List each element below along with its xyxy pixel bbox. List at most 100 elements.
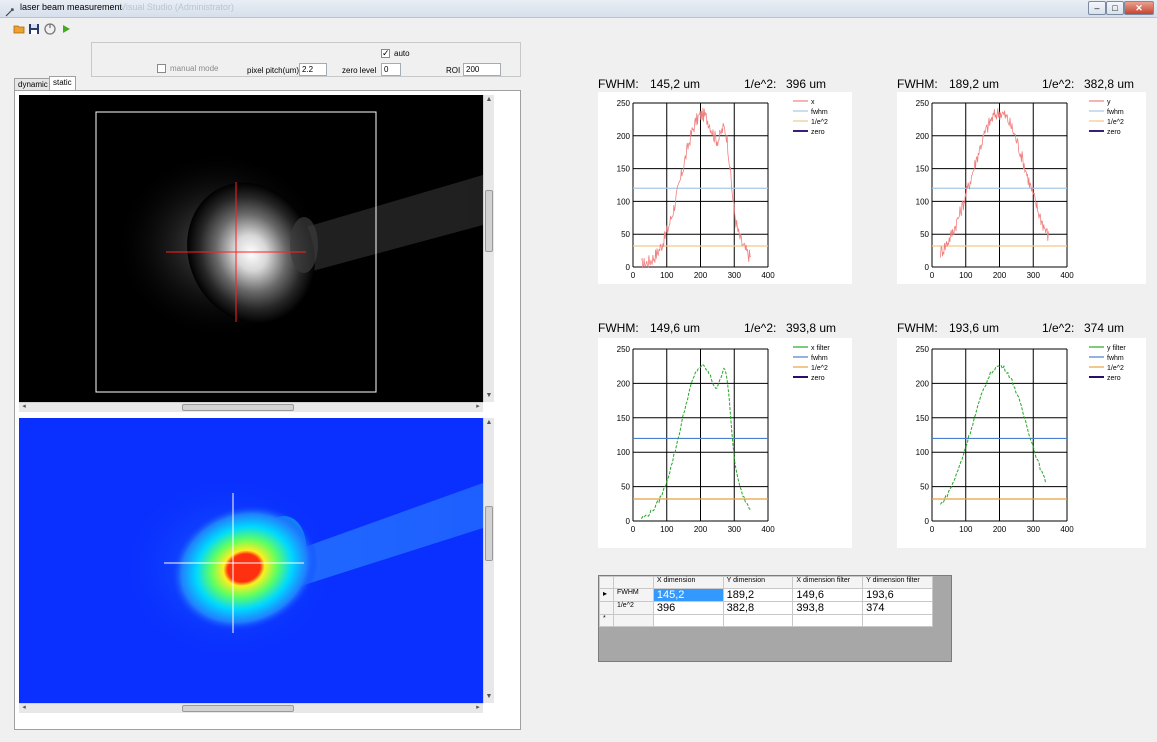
table-cell[interactable]: 193,6 — [862, 588, 933, 602]
x-tick-label: 400 — [1060, 525, 1074, 534]
y-tick-label: 150 — [617, 165, 631, 174]
y-tick-label: 0 — [626, 517, 631, 526]
table-cell[interactable]: 374 — [862, 601, 933, 615]
minimize-button[interactable]: – — [1088, 1, 1106, 15]
table-row: ▸ FWHM 145,2 189,2 149,6 193,6 — [599, 588, 933, 602]
pixel-pitch-field[interactable]: 2.2 — [299, 63, 327, 76]
fwhm-y-filter-label: FWHM: — [897, 321, 938, 335]
horizontal-scrollbar-top[interactable]: ◂ ▸ — [19, 402, 483, 412]
y-tick-label: 100 — [617, 197, 631, 206]
toolbar — [0, 19, 1157, 37]
fwhm-x-filter-label: FWHM: — [598, 321, 639, 335]
title-bar: laser beam measurement Visual Studio (Ad… — [0, 0, 1157, 18]
corner-cell — [599, 576, 614, 589]
stop-icon[interactable] — [44, 22, 57, 35]
y-tick-label: 50 — [621, 483, 630, 492]
x-tick-label: 400 — [1060, 271, 1074, 280]
manual-mode-label: manual mode — [170, 64, 219, 73]
column-header[interactable]: Y dimension — [722, 576, 794, 589]
roi-field[interactable]: 200 — [463, 63, 501, 76]
play-icon[interactable] — [60, 22, 73, 34]
y-tick-label: 50 — [920, 230, 929, 239]
window-title: laser beam measurement — [20, 2, 123, 12]
y-tick-label: 200 — [617, 379, 631, 388]
profile-series-line — [939, 364, 1047, 505]
y-tick-label: 100 — [916, 448, 930, 457]
x-tick-label: 200 — [993, 271, 1007, 280]
x-tick-label: 100 — [959, 525, 973, 534]
vertical-scrollbar-top[interactable]: ▲ ▼ — [483, 95, 494, 402]
vertical-scrollbar-bottom[interactable]: ▲ ▼ — [483, 418, 494, 703]
column-header[interactable]: Y dimension filter — [862, 576, 933, 589]
auto-checkbox[interactable]: ✓ — [381, 48, 390, 58]
new-row[interactable]: * — [599, 614, 933, 627]
chart-svg: 0 100 200 300 400 0 50 100 150 200 250 x fwhm 1/e^2 ze… — [617, 99, 828, 280]
maximize-button[interactable]: □ — [1106, 1, 1124, 15]
legend-label: zero — [1107, 375, 1121, 382]
y-tick-label: 50 — [621, 230, 630, 239]
e2-x-filter-value: 393,8 um — [786, 321, 837, 335]
table-cell[interactable]: 382,8 — [722, 601, 794, 615]
y-tick-label: 250 — [916, 99, 930, 108]
table-cell[interactable]: 189,2 — [722, 588, 794, 602]
profile-series-line — [640, 363, 751, 519]
y-tick-label: 100 — [617, 448, 631, 457]
y-filter-profile-chart: 0 100 200 300 400 0 50 100 150 200 250 y filter fwhm… — [897, 338, 1146, 548]
zero-level-label: zero level — [342, 66, 377, 75]
fwhm-x-value: 145,2 um — [650, 77, 701, 91]
tab-dynamic[interactable]: dynamic — [14, 78, 52, 90]
legend-label: y filter — [1107, 345, 1126, 352]
fwhm-y-value: 189,2 um — [949, 77, 1000, 91]
legend-label: x filter — [811, 345, 830, 352]
legend-label: zero — [811, 375, 825, 382]
new-row-marker: * — [599, 614, 614, 627]
row-marker-empty — [599, 601, 614, 615]
y-tick-label: 0 — [925, 517, 930, 526]
table-cell[interactable]: 396 — [652, 601, 724, 615]
save-icon[interactable] — [28, 22, 41, 34]
x-tick-label: 0 — [631, 271, 636, 280]
table-cell[interactable]: 145,2 — [652, 588, 724, 602]
row-header: FWHM — [612, 588, 654, 602]
x-tick-label: 400 — [761, 525, 775, 534]
profile-series-line — [641, 107, 752, 269]
x-tick-label: 0 — [930, 271, 935, 280]
manual-mode-checkbox[interactable] — [157, 64, 166, 73]
y-tick-label: 150 — [916, 414, 930, 423]
chart-svg: 0 100 200 300 400 0 50 100 150 200 250 y fwhm 1/e^2 ze… — [916, 99, 1124, 280]
x-tick-label: 300 — [728, 271, 742, 280]
legend-label: fwhm — [1107, 109, 1124, 116]
column-header[interactable]: X dimension filter — [792, 576, 864, 589]
column-header[interactable]: X dimension — [652, 576, 724, 589]
pixel-pitch-label: pixel pitch(um) — [247, 66, 300, 75]
y-profile-chart: 0 100 200 300 400 0 50 100 150 200 250 y fwhm 1/e^2 ze… — [897, 92, 1146, 284]
legend-label: y — [1107, 99, 1111, 106]
zero-level-field[interactable]: 0 — [381, 63, 401, 76]
table-cell[interactable]: 393,8 — [792, 601, 864, 615]
row-header-column — [612, 576, 654, 589]
y-tick-label: 50 — [920, 483, 929, 492]
auto-label: auto — [394, 49, 410, 58]
e2-y-filter-value: 374 um — [1084, 321, 1125, 335]
legend-label: 1/e^2 — [811, 119, 828, 126]
y-tick-label: 150 — [617, 414, 631, 423]
x-tick-label: 0 — [631, 525, 636, 534]
y-tick-label: 200 — [916, 379, 930, 388]
e2-y-filter-label: 1/e^2: — [1042, 321, 1075, 335]
x-tick-label: 0 — [930, 525, 935, 534]
table-cell[interactable]: 149,6 — [792, 588, 864, 602]
app-icon — [5, 4, 15, 17]
x-tick-label: 300 — [1027, 525, 1041, 534]
x-tick-label: 100 — [660, 271, 674, 280]
x-tick-label: 200 — [694, 271, 708, 280]
legend-label: 1/e^2 — [1107, 119, 1124, 126]
x-tick-label: 100 — [660, 525, 674, 534]
legend-label: fwhm — [811, 355, 828, 362]
y-tick-label: 250 — [617, 345, 631, 354]
close-button[interactable]: ✕ — [1124, 1, 1154, 15]
tab-static[interactable]: static — [49, 76, 76, 91]
x-tick-label: 100 — [959, 271, 973, 280]
horizontal-scrollbar-bottom[interactable]: ◂ ▸ — [19, 703, 483, 713]
open-folder-icon[interactable] — [13, 22, 26, 34]
x-filter-profile-chart: 0 100 200 300 400 0 50 100 150 200 250 x filter fwhm… — [598, 338, 852, 548]
